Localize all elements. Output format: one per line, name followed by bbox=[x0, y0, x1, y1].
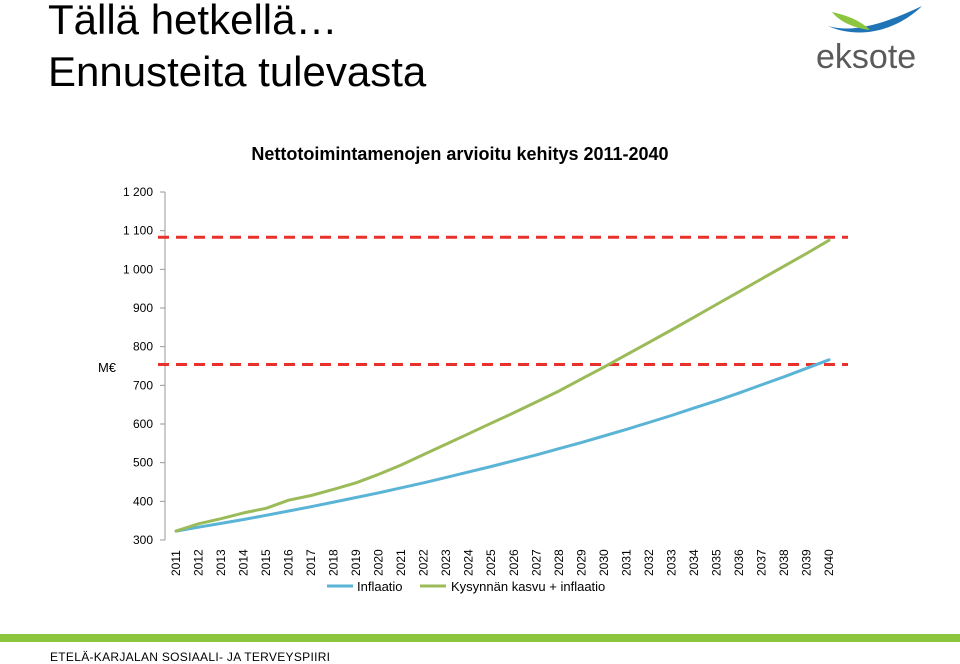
x-tick-label: 2029 bbox=[574, 549, 588, 576]
y-tick-label: 500 bbox=[133, 456, 153, 470]
y-tick-label: 1 100 bbox=[123, 224, 153, 238]
logo-blue-swoosh-icon bbox=[828, 6, 922, 33]
x-tick-label: 2014 bbox=[237, 549, 251, 576]
footer-text: ETELÄ-KARJALAN SOSIAALI- JA TERVEYSPIIRI bbox=[50, 650, 331, 664]
x-tick-label: 2022 bbox=[417, 549, 431, 576]
x-axis-ticks: 2011 2012 2013 2014 2015 2016 2017 2018 2019 2020… bbox=[169, 549, 836, 576]
y-axis-label: M€ bbox=[98, 360, 117, 375]
x-tick-label: 2038 bbox=[777, 549, 791, 576]
x-tick-label: 2026 bbox=[507, 549, 521, 576]
series-line bbox=[174, 238, 831, 533]
line-chart: Nettotoimintamenojen arvioitu kehitys 20… bbox=[98, 144, 848, 594]
y-tick-label: 700 bbox=[133, 378, 153, 392]
x-tick-label: 2036 bbox=[732, 549, 746, 576]
x-tick-label: 2033 bbox=[664, 549, 678, 576]
x-tick-label: 2023 bbox=[439, 549, 453, 576]
legend-label: Kysynnän kasvu + inflaatio bbox=[451, 579, 605, 594]
eksote-logo bbox=[828, 6, 922, 33]
legend: Inflaatio Kysynnän kasvu + inflaatio bbox=[327, 579, 605, 594]
x-tick-label: 2035 bbox=[709, 549, 723, 576]
x-tick-label: 2031 bbox=[619, 549, 633, 576]
x-tick-label: 2032 bbox=[642, 549, 656, 576]
y-tick-label: 600 bbox=[133, 417, 153, 431]
x-tick-label: 2039 bbox=[799, 549, 813, 576]
x-tick-label: 2034 bbox=[687, 549, 701, 576]
x-tick-label: 2015 bbox=[259, 549, 273, 576]
x-tick-label: 2017 bbox=[304, 549, 318, 576]
logo-text: eksote bbox=[816, 38, 917, 76]
y-axis-ticks: 300 400 500 600 700 800 900 1 000 1 100 1 200 bbox=[123, 185, 165, 547]
x-tick-label: 2018 bbox=[327, 549, 341, 576]
slide-title-line2: Ennusteita tulevasta bbox=[48, 48, 427, 95]
series-line bbox=[174, 358, 831, 533]
logo-green-swoosh-icon bbox=[832, 12, 870, 30]
x-tick-label: 2016 bbox=[282, 549, 296, 576]
slide-title-line1: Tällä hetkellä… bbox=[48, 0, 338, 43]
slide-title: Tällä hetkellä… Ennusteita tulevasta bbox=[48, 0, 426, 98]
y-tick-label: 900 bbox=[133, 301, 153, 315]
chart-title: Nettotoimintamenojen arvioitu kehitys 20… bbox=[251, 144, 668, 164]
reference-lines bbox=[158, 235, 848, 366]
x-tick-label: 2019 bbox=[349, 549, 363, 576]
x-tick-label: 2025 bbox=[484, 549, 498, 576]
legend-label: Inflaatio bbox=[357, 579, 403, 594]
x-tick-label: 2028 bbox=[552, 549, 566, 576]
x-tick-label: 2027 bbox=[529, 549, 543, 576]
x-tick-label: 2024 bbox=[462, 549, 476, 576]
series-lines bbox=[174, 238, 831, 533]
x-tick-label: 2012 bbox=[192, 549, 206, 576]
x-tick-label: 2040 bbox=[822, 549, 836, 576]
x-tick-label: 2021 bbox=[394, 549, 408, 576]
y-tick-label: 1 000 bbox=[123, 262, 153, 276]
x-tick-label: 2020 bbox=[372, 549, 386, 576]
y-tick-label: 800 bbox=[133, 340, 153, 354]
footer-bar bbox=[0, 634, 960, 642]
y-tick-label: 1 200 bbox=[123, 185, 153, 199]
x-tick-label: 2011 bbox=[169, 550, 183, 576]
x-tick-label: 2037 bbox=[754, 549, 768, 576]
y-tick-label: 300 bbox=[133, 533, 153, 547]
x-tick-label: 2030 bbox=[597, 549, 611, 576]
y-tick-label: 400 bbox=[133, 494, 153, 508]
x-tick-label: 2013 bbox=[214, 549, 228, 576]
